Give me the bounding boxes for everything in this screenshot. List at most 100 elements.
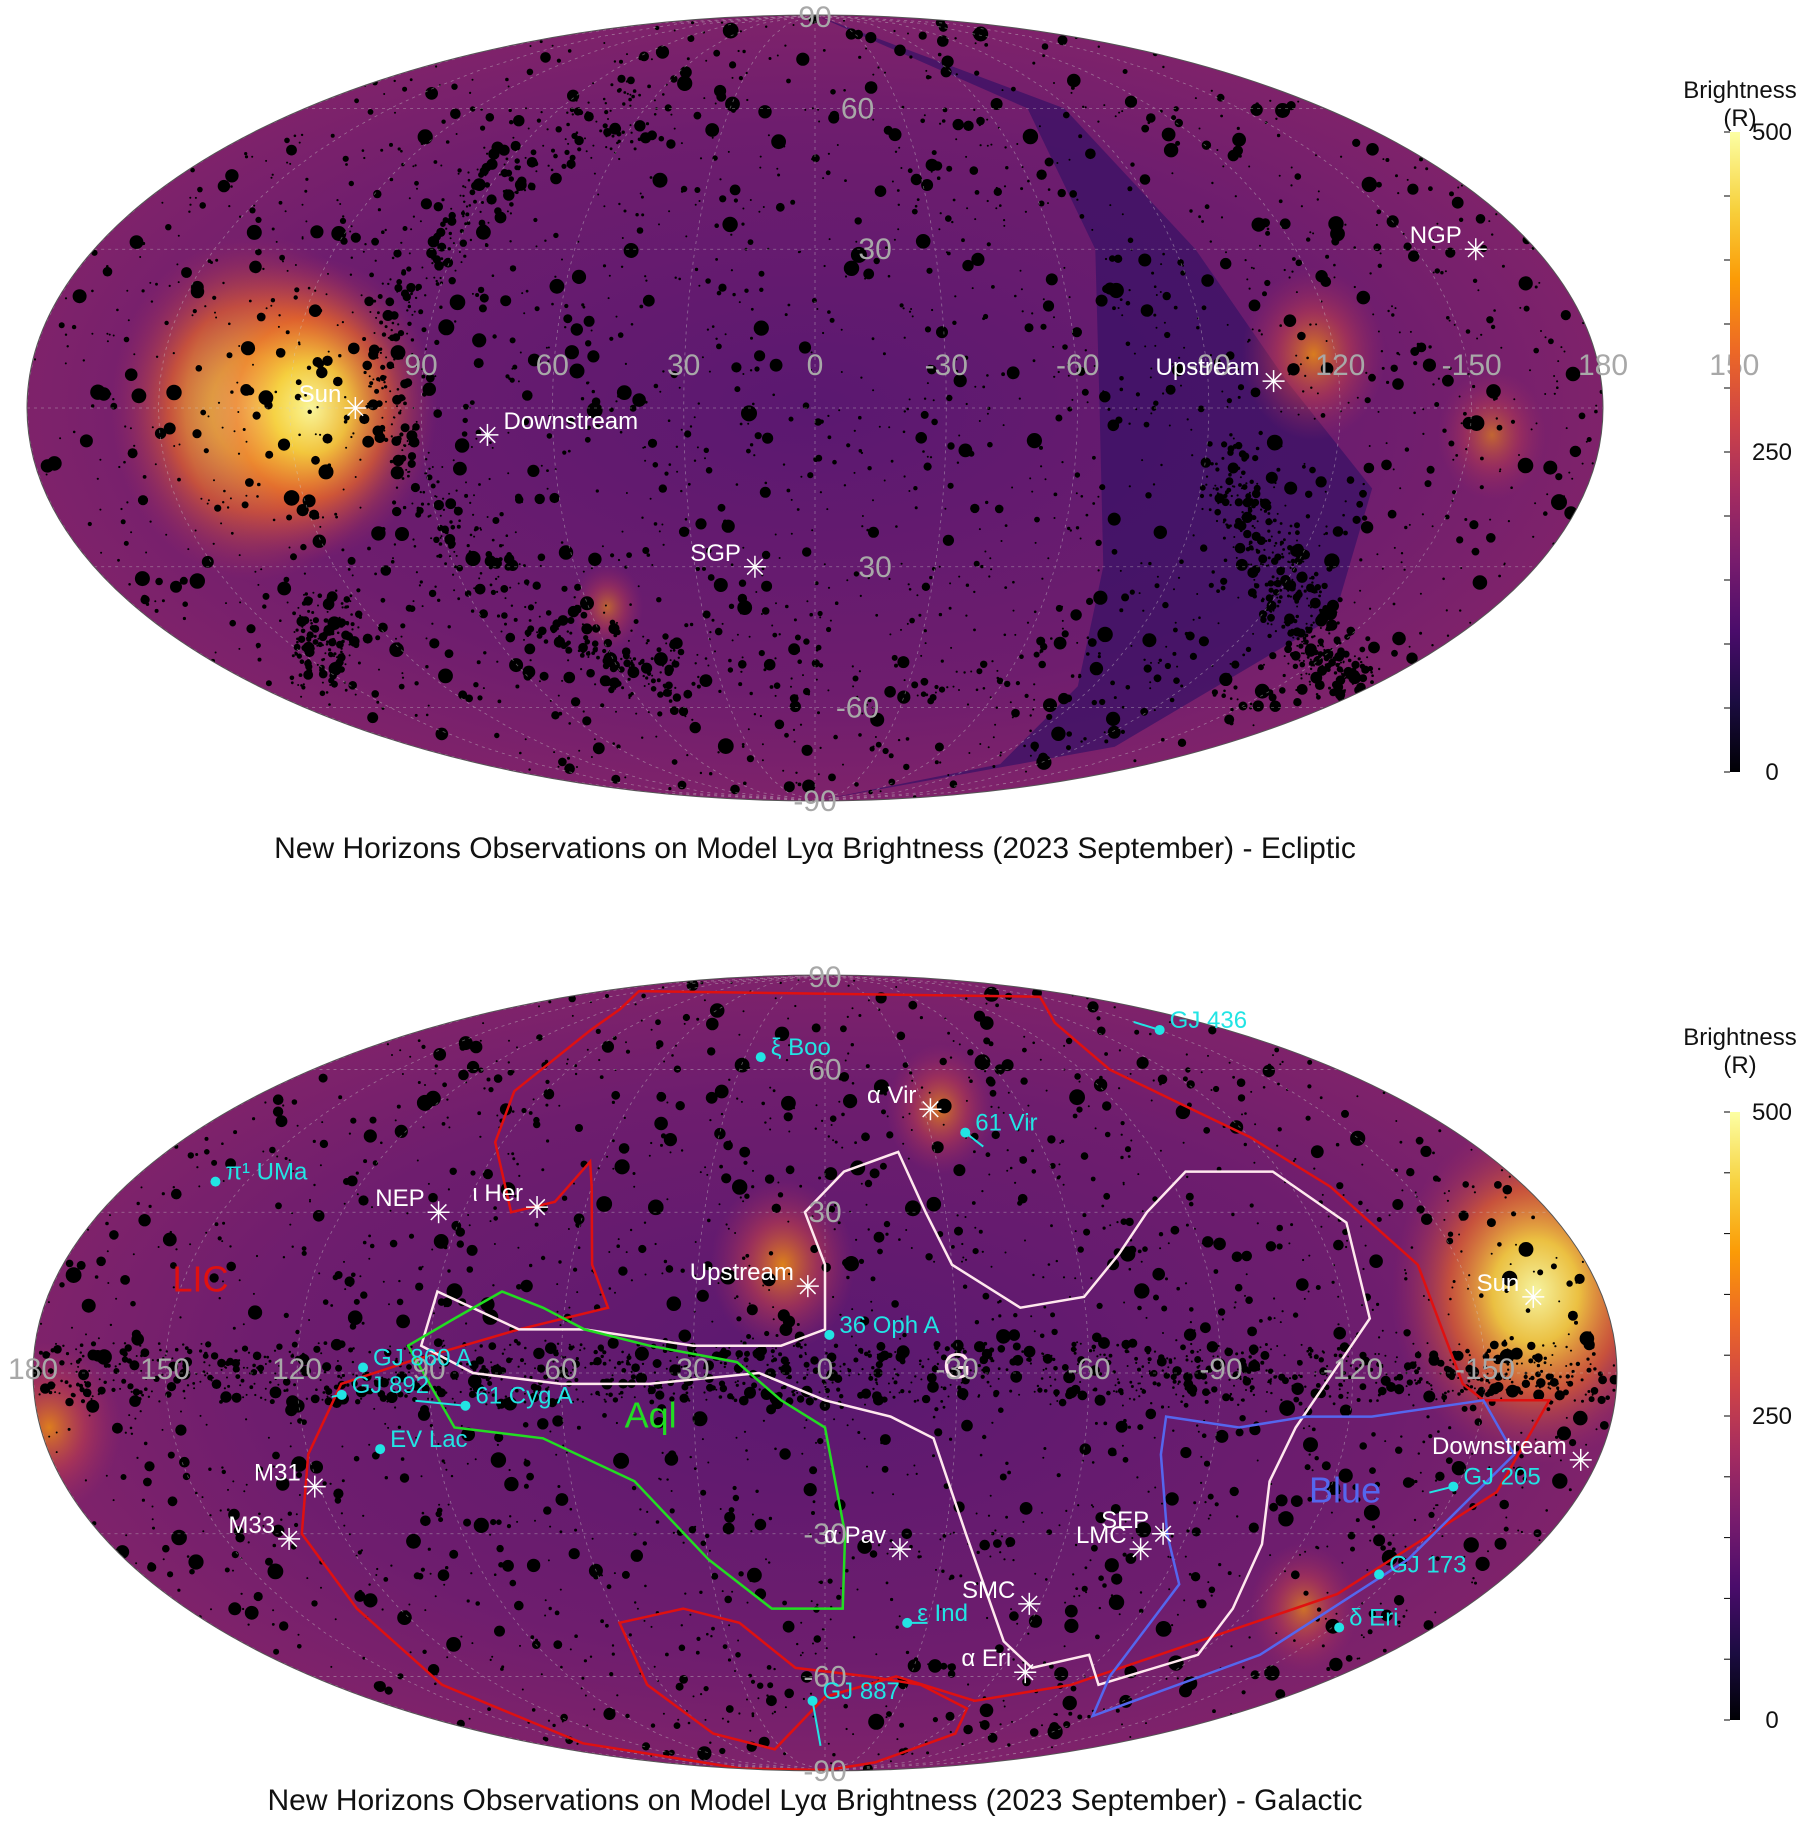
point-source [618, 666, 625, 673]
point-source [211, 1159, 218, 1166]
point-source [1092, 502, 1096, 505]
point-source [1308, 1453, 1311, 1456]
point-source [1129, 1736, 1132, 1738]
point-source [694, 203, 697, 206]
point-source [407, 321, 412, 326]
point-source [301, 236, 304, 239]
point-source [629, 104, 632, 107]
point-source [349, 273, 353, 276]
point-source [630, 692, 634, 696]
point-source [795, 771, 798, 774]
point-source [1130, 1139, 1133, 1142]
point-source [505, 374, 510, 379]
point-source [672, 660, 680, 668]
point-source [1152, 1079, 1155, 1082]
point-source [425, 373, 435, 383]
point-source [1058, 692, 1070, 705]
point-source [247, 1541, 250, 1544]
point-source [669, 649, 673, 652]
point-source [1367, 665, 1374, 672]
point-source [412, 407, 415, 409]
point-source [963, 671, 966, 674]
point-source [494, 207, 502, 215]
point-source [663, 1259, 668, 1264]
point-source [439, 305, 443, 309]
point-source [950, 646, 953, 649]
point-source [974, 1054, 991, 1071]
point-source [567, 449, 571, 453]
point-source [386, 361, 395, 370]
point-source [827, 414, 830, 417]
point-source [971, 252, 985, 266]
point-source [430, 483, 436, 489]
point-source [718, 689, 722, 694]
point-source [292, 611, 296, 616]
point-source [390, 423, 393, 426]
point-source [222, 501, 225, 504]
point-source [1545, 1509, 1548, 1512]
point-source [1287, 560, 1290, 563]
point-source [1196, 326, 1200, 330]
point-source [564, 326, 567, 329]
meridian [814, 15, 1210, 801]
point-source [664, 471, 669, 476]
point-source [1392, 468, 1395, 471]
point-source [581, 303, 585, 307]
point-source [1432, 1151, 1435, 1155]
point-source [552, 1415, 564, 1427]
point-source [524, 643, 536, 655]
point-source [149, 520, 152, 523]
point-source [1423, 1620, 1434, 1631]
point-source [442, 261, 446, 265]
point-source [569, 107, 575, 113]
point-source [788, 1044, 791, 1047]
point-source [1049, 1403, 1052, 1406]
point-source [431, 622, 434, 625]
point-source [802, 779, 816, 793]
point-source [1459, 609, 1462, 612]
point-source [449, 520, 453, 524]
point-source [1127, 186, 1133, 192]
point-source [690, 723, 693, 727]
point-source [1260, 563, 1262, 565]
point-source [1474, 1581, 1477, 1585]
point-source [819, 616, 822, 619]
point-source [947, 482, 954, 489]
point-source [987, 746, 990, 749]
point-source [1486, 533, 1496, 543]
point-source [120, 1275, 130, 1285]
point-source [758, 210, 761, 213]
point-source [1221, 498, 1230, 507]
point-source [405, 468, 408, 471]
point-source [369, 381, 374, 386]
point-source [1471, 1185, 1475, 1189]
point-source [633, 619, 639, 624]
point-source [586, 1724, 589, 1727]
point-source [1296, 539, 1298, 542]
point-source [1162, 392, 1165, 395]
point-source [363, 1129, 377, 1143]
point-source [319, 690, 326, 697]
point-source [429, 638, 440, 649]
point-source [408, 301, 411, 304]
point-source [720, 1112, 724, 1116]
point-source [415, 365, 417, 368]
point-source [1370, 671, 1373, 674]
point-source [298, 620, 304, 625]
point-source [699, 771, 703, 775]
point-source [495, 1060, 498, 1063]
point-source [808, 15, 819, 24]
point-source [974, 42, 977, 45]
point-source [1103, 731, 1106, 734]
point-source [1290, 1570, 1300, 1580]
point-source [1045, 1089, 1048, 1092]
point-source [973, 560, 980, 567]
point-source [87, 521, 92, 527]
point-source [435, 279, 438, 283]
point-source [610, 553, 615, 558]
point-source [1306, 597, 1309, 600]
point-source [549, 1525, 552, 1528]
point-source [1215, 1429, 1229, 1443]
point-source [488, 165, 493, 170]
marker-label: SGP [690, 540, 741, 567]
